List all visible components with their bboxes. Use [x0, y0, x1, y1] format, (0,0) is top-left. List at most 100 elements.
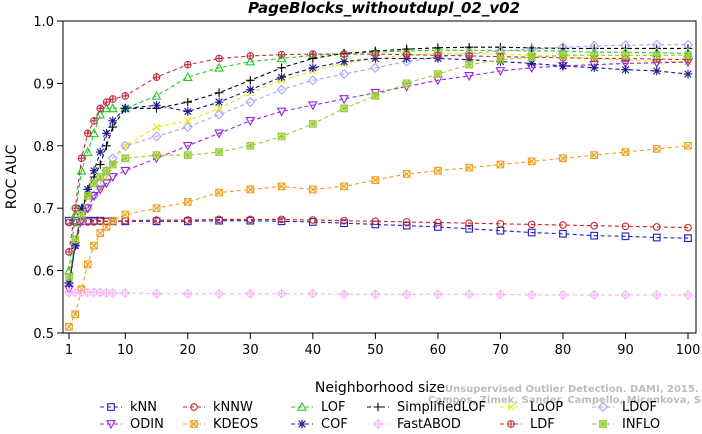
series-line-ldof — [68, 44, 688, 284]
data-point-ldof — [651, 39, 662, 50]
series-line-ldf — [68, 53, 689, 252]
data-point-kdeos — [215, 188, 223, 197]
data-point-cof — [371, 54, 380, 63]
data-point-odin — [95, 185, 106, 195]
data-point-knnw — [215, 215, 223, 224]
legend-label: ODIN — [130, 417, 164, 432]
data-point-simplifiedlof — [464, 42, 474, 52]
data-point-ldf — [71, 204, 80, 212]
x-tick-label: 20 — [180, 343, 197, 358]
data-point-fastabod — [464, 289, 475, 300]
legend-label: LoOP — [530, 400, 563, 415]
data-point-knn — [621, 232, 630, 241]
data-point-kdeos — [684, 141, 692, 150]
legend: kNN kNNW LOF SimplifiedLOF LoOP LDOF ODIN KDEOS… — [100, 400, 660, 432]
data-point-kdeos — [96, 229, 105, 238]
data-point-lof — [245, 56, 256, 66]
data-point-ldf — [402, 50, 411, 59]
data-point-cof — [152, 100, 161, 110]
data-point-ldf — [371, 50, 380, 58]
data-point-knnw — [277, 215, 286, 224]
data-point-ldof — [339, 68, 350, 80]
legend-item-ldof: LDOF — [592, 400, 657, 415]
data-point-cof — [527, 59, 536, 68]
data-point-cof — [558, 61, 568, 71]
data-point-ldf — [90, 117, 98, 125]
data-point-fastabod — [370, 289, 381, 300]
data-point-kdeos — [102, 223, 111, 231]
data-point-knnw — [684, 223, 692, 232]
legend-marker — [106, 420, 116, 430]
legend-item-knnw: kNNW — [183, 400, 253, 415]
chart-title: PageBlocks_withoutdupl_02_v02 — [248, 0, 520, 17]
data-point-inflo — [246, 141, 255, 150]
data-point-ldof — [370, 62, 381, 73]
data-point-knnw — [340, 216, 348, 225]
data-point-ldf — [183, 60, 192, 69]
data-point-knnw — [246, 215, 255, 224]
data-point-ldf — [434, 51, 442, 60]
legend-item-lof: LOF — [291, 400, 346, 415]
data-point-odin — [214, 129, 224, 139]
data-point-kdeos — [152, 204, 161, 213]
data-point-lof — [95, 109, 106, 119]
data-point-ldof — [682, 39, 694, 50]
data-point-ldf — [215, 54, 223, 63]
y-tick-label: 0.6 — [33, 265, 54, 280]
legend-marker — [297, 401, 307, 411]
legend-label: LDF — [530, 417, 555, 432]
data-point-odin — [307, 101, 318, 111]
legend-marker — [190, 420, 198, 428]
data-point-cof — [214, 97, 224, 107]
data-point-ldf — [83, 129, 92, 138]
legend-marker — [507, 420, 515, 428]
data-point-knn — [340, 219, 348, 228]
data-point-fastabod — [182, 288, 193, 299]
data-point-ldof — [307, 75, 318, 86]
data-point-kdeos — [402, 170, 411, 178]
credit-line-1: Unsupervised Outlier Detection. DAMI, 20… — [445, 384, 699, 395]
data-point-cof — [246, 85, 255, 94]
data-point-odin — [101, 179, 112, 189]
data-point-lof — [107, 103, 118, 113]
y-tick-label: 0.7 — [33, 202, 54, 217]
data-point-kdeos — [83, 260, 92, 269]
data-point-inflo — [90, 179, 98, 188]
data-point-knnw — [559, 221, 567, 229]
series-inflo — [65, 51, 692, 281]
data-point-cof — [589, 63, 599, 73]
data-point-fastabod — [151, 288, 162, 299]
data-point-knn — [434, 223, 442, 231]
data-point-simplifiedlof — [102, 141, 111, 151]
data-point-kdeos — [90, 241, 98, 250]
data-point-odin — [245, 116, 256, 126]
data-point-knnw — [434, 218, 442, 227]
data-point-cof — [64, 278, 74, 288]
data-point-lof — [82, 146, 93, 156]
data-point-inflo — [496, 55, 505, 64]
data-point-knnw — [183, 216, 192, 224]
data-point-inflo — [102, 166, 111, 175]
data-point-knn — [590, 231, 599, 240]
data-point-cof — [308, 63, 318, 73]
data-point-knn — [465, 224, 474, 233]
series-line-cof — [68, 57, 689, 284]
data-point-fastabod — [526, 289, 537, 301]
data-point-cof — [95, 147, 105, 157]
data-point-cof — [683, 69, 693, 79]
data-point-loop — [152, 123, 161, 131]
data-point-knnw — [652, 223, 661, 231]
data-point-kdeos — [621, 148, 630, 156]
data-point-fastabod — [557, 289, 569, 301]
x-tick-label: 30 — [242, 343, 259, 358]
data-point-cof — [652, 66, 662, 76]
legend-marker — [599, 420, 607, 428]
x-tick-label: 60 — [430, 343, 447, 358]
legend-marker — [190, 403, 198, 411]
data-point-fastabod — [213, 288, 225, 299]
x-tick-label: 70 — [492, 343, 509, 358]
data-point-knn — [527, 228, 536, 237]
data-point-knnw — [371, 217, 380, 226]
data-point-cof — [120, 104, 130, 113]
